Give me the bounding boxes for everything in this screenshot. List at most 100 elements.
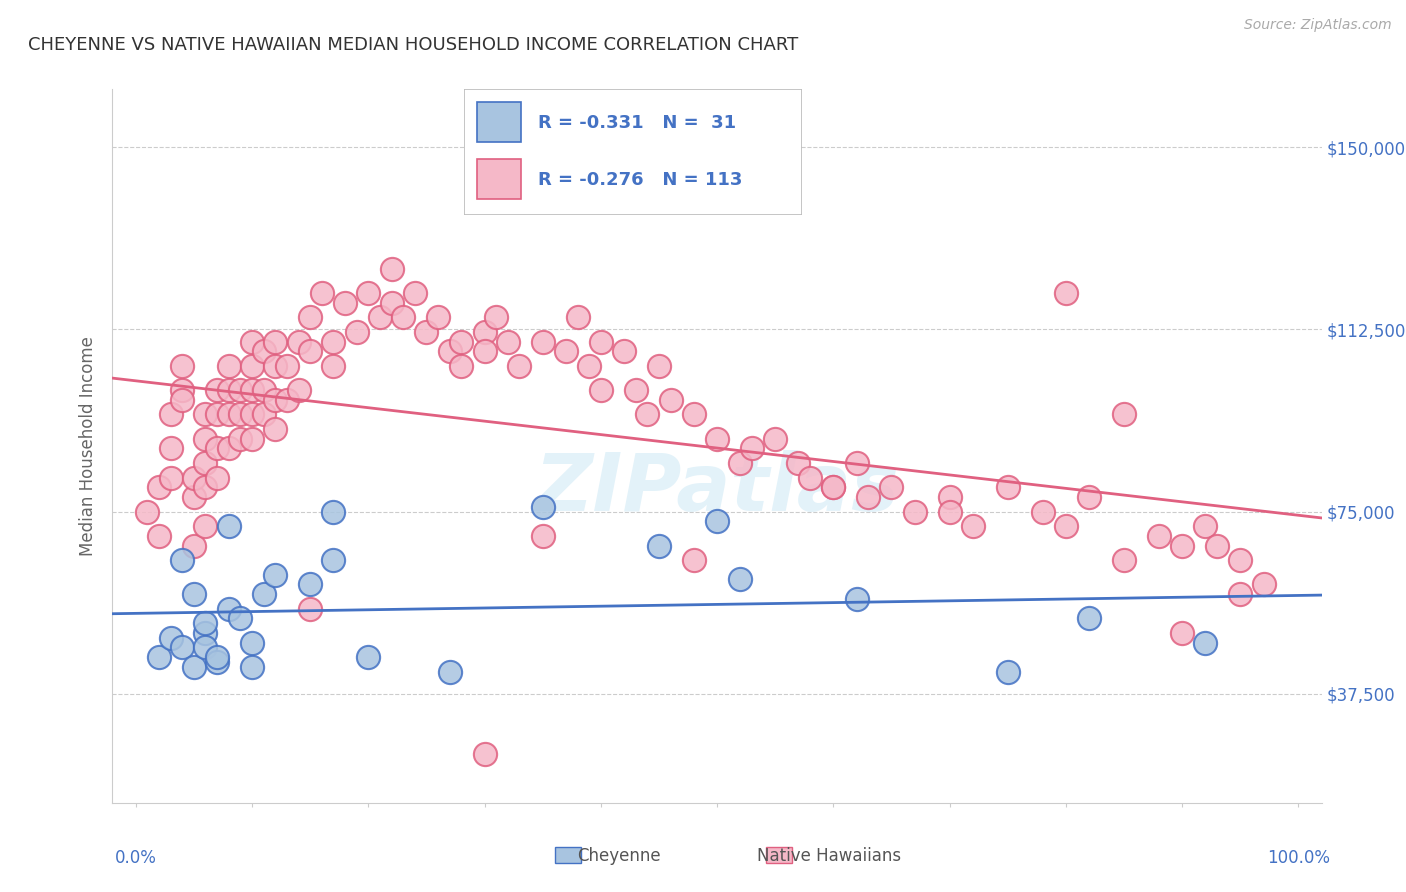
Point (205, 442, 228, 456)
Bar (478, 159, 522, 199)
Point (136, 504, 159, 518)
Point (194, 616, 217, 631)
Point (322, 359, 344, 373)
Point (682, 408, 704, 422)
Point (172, 640, 194, 655)
Point (229, 611, 252, 625)
Point (380, 261, 402, 276)
Point (252, 587, 274, 601)
Point (1253, 577, 1275, 591)
Point (1171, 539, 1194, 553)
Point (264, 359, 287, 373)
Point (148, 529, 170, 543)
Point (706, 432, 728, 446)
Point (194, 626, 217, 640)
Point (299, 601, 322, 615)
Point (450, 359, 472, 373)
Point (240, 635, 263, 649)
Point (183, 490, 205, 504)
Point (183, 660, 205, 674)
Point (1112, 408, 1135, 422)
Point (1194, 519, 1216, 533)
Point (938, 504, 960, 518)
Point (172, 553, 194, 567)
Point (264, 392, 287, 407)
Point (648, 539, 671, 553)
Point (823, 480, 845, 494)
Point (997, 665, 1019, 679)
Point (218, 601, 240, 615)
Point (427, 310, 450, 325)
Point (159, 408, 181, 422)
Point (252, 344, 274, 359)
Point (1171, 626, 1194, 640)
Point (474, 344, 496, 359)
Point (205, 650, 228, 665)
Point (531, 334, 554, 349)
Point (404, 286, 426, 301)
Point (636, 408, 658, 422)
Point (415, 325, 437, 339)
Point (276, 392, 298, 407)
Point (1229, 553, 1251, 567)
Point (264, 567, 287, 582)
Point (439, 344, 461, 359)
Point (194, 432, 217, 446)
Point (264, 334, 287, 349)
Point (823, 480, 845, 494)
Point (299, 577, 322, 591)
Point (730, 456, 752, 470)
Point (287, 383, 309, 397)
Text: R = -0.331   N =  31: R = -0.331 N = 31 (538, 114, 737, 132)
Point (346, 325, 368, 339)
Point (172, 383, 194, 397)
Point (357, 286, 380, 301)
Point (380, 295, 402, 310)
Bar (478, 102, 522, 142)
Point (299, 310, 322, 325)
Point (659, 392, 682, 407)
Point (183, 470, 205, 484)
Point (183, 539, 205, 553)
Point (1206, 539, 1229, 553)
Point (229, 383, 252, 397)
Point (311, 286, 333, 301)
Point (880, 480, 903, 494)
Point (276, 359, 298, 373)
Point (1229, 587, 1251, 601)
Point (159, 470, 181, 484)
Point (1078, 611, 1101, 625)
Point (172, 359, 194, 373)
Point (322, 504, 344, 518)
Point (240, 334, 263, 349)
Point (194, 480, 217, 494)
Point (554, 344, 576, 359)
Point (194, 456, 217, 470)
Point (485, 310, 508, 325)
Point (624, 383, 647, 397)
Text: 100.0%: 100.0% (1267, 849, 1330, 867)
Text: 0.0%: 0.0% (115, 849, 156, 867)
Point (368, 310, 391, 325)
Text: Native Hawaiians: Native Hawaiians (758, 847, 901, 865)
Point (218, 408, 240, 422)
Point (240, 432, 263, 446)
Point (799, 470, 821, 484)
Point (159, 442, 181, 456)
Point (240, 408, 263, 422)
Point (1147, 529, 1170, 543)
Point (148, 480, 170, 494)
Point (938, 490, 960, 504)
Point (474, 325, 496, 339)
Point (531, 529, 554, 543)
Point (1054, 286, 1077, 301)
Point (240, 660, 263, 674)
Point (240, 359, 263, 373)
Point (997, 480, 1019, 494)
Point (357, 650, 380, 665)
Point (229, 408, 252, 422)
Point (183, 587, 205, 601)
Point (392, 310, 415, 325)
Point (299, 344, 322, 359)
Point (322, 334, 344, 349)
